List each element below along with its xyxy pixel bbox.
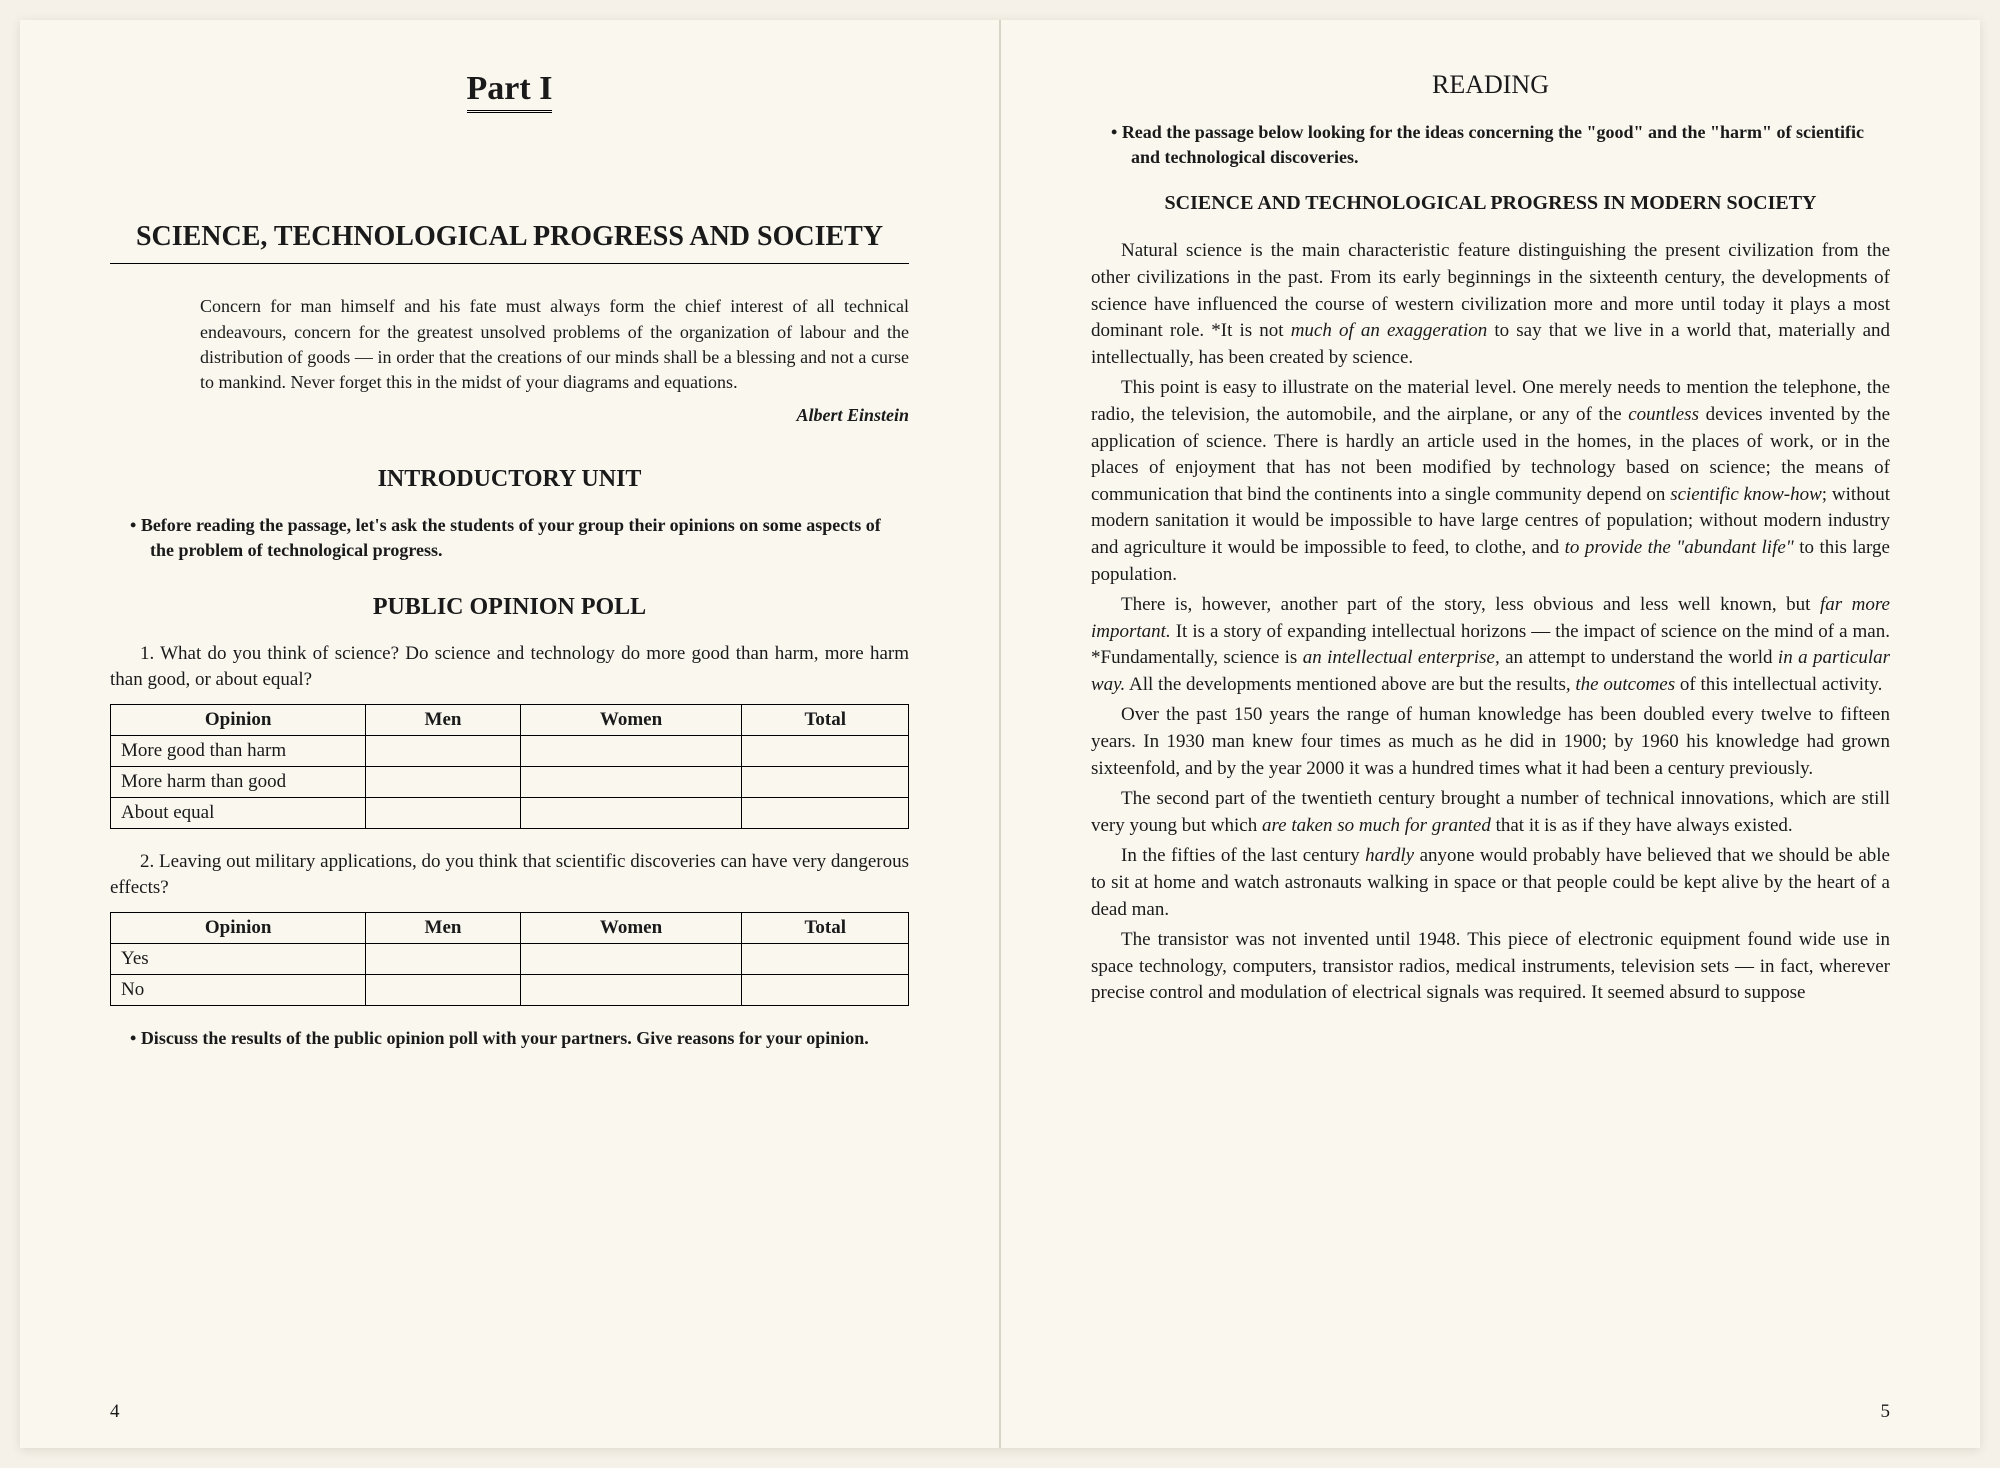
text: In the fifties of the last century xyxy=(1121,845,1365,866)
text: that it is as if they have always existe… xyxy=(1491,815,1793,836)
paragraph-5: The second part of the twentieth century… xyxy=(1091,786,1890,839)
table-row: Yes xyxy=(111,943,909,974)
poll-title: PUBLIC OPINION POLL xyxy=(110,594,909,621)
cell xyxy=(742,735,909,766)
text-italic: scientific know-how xyxy=(1670,484,1822,505)
paragraph-4: Over the past 150 years the range of hum… xyxy=(1091,702,1890,782)
table-header-row: Opinion Men Women Total xyxy=(111,704,909,735)
book-spread: Part I SCIENCE, TECHNOLOGICAL PROGRESS A… xyxy=(20,20,1980,1448)
instruction-2: Discuss the results of the public opinio… xyxy=(130,1026,909,1051)
question-2: 2. Leaving out military applications, do… xyxy=(110,849,909,902)
col-total: Total xyxy=(742,704,909,735)
table-row: No xyxy=(111,974,909,1005)
paragraph-1: Natural science is the main characterist… xyxy=(1091,238,1890,371)
col-men: Men xyxy=(366,912,520,943)
quote-author: Albert Einstein xyxy=(110,405,909,426)
cell-opinion: Yes xyxy=(111,943,366,974)
text: an attempt to understand the world xyxy=(1500,647,1778,668)
poll-table-1: Opinion Men Women Total More good than h… xyxy=(110,704,909,829)
question-1: 1. What do you think of science? Do scie… xyxy=(110,641,909,694)
cell xyxy=(742,797,909,828)
page-number-right: 5 xyxy=(1881,1401,1891,1423)
text-italic: the outcomes xyxy=(1575,674,1675,695)
page-right: READING Read the passage below looking f… xyxy=(1000,20,1980,1448)
cell xyxy=(520,943,742,974)
quote-text: Concern for man himself and his fate mus… xyxy=(200,294,909,395)
text: There is, however, another part of the s… xyxy=(1121,594,1820,615)
main-title: SCIENCE, TECHNOLOGICAL PROGRESS AND SOCI… xyxy=(110,219,909,264)
cell xyxy=(366,735,520,766)
page-number-left: 4 xyxy=(110,1401,120,1423)
table-row: More good than harm xyxy=(111,735,909,766)
part-title: Part I xyxy=(467,70,553,113)
cell xyxy=(742,974,909,1005)
cell xyxy=(520,735,742,766)
reading-instruction: Read the passage below looking for the i… xyxy=(1111,120,1890,170)
text: All the developments mentioned above are… xyxy=(1125,674,1575,695)
col-opinion: Opinion xyxy=(111,704,366,735)
cell xyxy=(742,766,909,797)
text: of this intellectual activity. xyxy=(1675,674,1882,695)
cell xyxy=(366,766,520,797)
part-title-wrap: Part I xyxy=(110,70,909,119)
text-italic: hardly xyxy=(1365,845,1414,866)
cell-opinion: About equal xyxy=(111,797,366,828)
table-row: About equal xyxy=(111,797,909,828)
col-women: Women xyxy=(520,912,742,943)
col-opinion: Opinion xyxy=(111,912,366,943)
table-row: More harm than good xyxy=(111,766,909,797)
text-italic: to provide the "abundant life" xyxy=(1565,537,1794,558)
cell-opinion: More good than harm xyxy=(111,735,366,766)
cell-opinion: More harm than good xyxy=(111,766,366,797)
paragraph-7: The transistor was not invented until 19… xyxy=(1091,927,1890,1007)
reading-title: READING xyxy=(1091,70,1890,100)
text-italic: countless xyxy=(1628,404,1699,425)
poll-table-2: Opinion Men Women Total Yes No xyxy=(110,912,909,1006)
cell-opinion: No xyxy=(111,974,366,1005)
col-men: Men xyxy=(366,704,520,735)
col-total: Total xyxy=(742,912,909,943)
page-left: Part I SCIENCE, TECHNOLOGICAL PROGRESS A… xyxy=(20,20,1000,1448)
col-women: Women xyxy=(520,704,742,735)
cell xyxy=(742,943,909,974)
paragraph-6: In the fifties of the last century hardl… xyxy=(1091,843,1890,923)
cell xyxy=(366,797,520,828)
text-italic: are taken so much for granted xyxy=(1262,815,1491,836)
instruction-1: Before reading the passage, let's ask th… xyxy=(130,513,909,563)
text-italic: much of an exaggeration xyxy=(1291,320,1488,341)
text-italic: an intellectual enterprise, xyxy=(1303,647,1500,668)
cell xyxy=(366,974,520,1005)
intro-title: INTRODUCTORY UNIT xyxy=(110,466,909,493)
article-title: SCIENCE AND TECHNOLOGICAL PROGRESS IN MO… xyxy=(1091,190,1890,216)
cell xyxy=(520,766,742,797)
paragraph-3: There is, however, another part of the s… xyxy=(1091,592,1890,698)
cell xyxy=(366,943,520,974)
table-header-row: Opinion Men Women Total xyxy=(111,912,909,943)
paragraph-2: This point is easy to illustrate on the … xyxy=(1091,375,1890,588)
cell xyxy=(520,797,742,828)
cell xyxy=(520,974,742,1005)
